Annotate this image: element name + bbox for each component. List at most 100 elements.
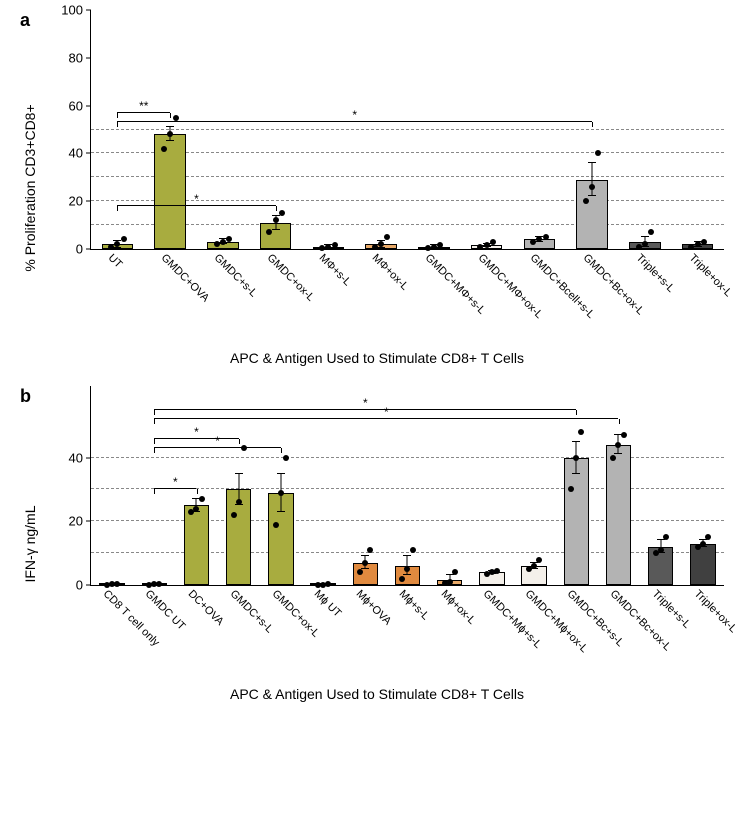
data-point xyxy=(663,534,669,540)
data-point xyxy=(636,244,642,250)
data-point xyxy=(695,241,701,247)
data-point xyxy=(536,557,542,563)
data-point xyxy=(437,242,443,248)
data-point xyxy=(273,217,279,223)
bar xyxy=(268,386,293,585)
figure: a % Proliferation CD3+CD8+ 020406080100U… xyxy=(10,10,744,702)
data-point xyxy=(568,486,574,492)
significance-drop xyxy=(154,419,155,424)
x-tick-label: UT xyxy=(106,252,125,271)
x-tick-label: Mϕ+OVA xyxy=(354,588,394,628)
significance-drop xyxy=(276,206,277,211)
data-point xyxy=(279,210,285,216)
error-cap xyxy=(403,574,411,575)
y-tick: 0 xyxy=(76,242,91,257)
data-point xyxy=(700,541,706,547)
data-point xyxy=(648,229,654,235)
y-tick-label: 20 xyxy=(69,194,83,209)
bar xyxy=(226,386,251,585)
significance-drop xyxy=(117,122,118,127)
y-tick-label: 100 xyxy=(61,3,83,18)
data-point xyxy=(536,236,542,242)
significance-drop xyxy=(281,448,282,453)
data-point xyxy=(114,581,120,587)
data-point xyxy=(108,244,114,250)
bar-rect xyxy=(564,458,589,585)
data-point xyxy=(319,245,325,251)
data-point xyxy=(573,455,579,461)
data-point xyxy=(214,241,220,247)
data-point xyxy=(404,566,410,572)
data-point xyxy=(705,534,711,540)
error-cap xyxy=(235,473,243,474)
y-tick: 60 xyxy=(69,98,91,113)
data-point xyxy=(658,547,664,553)
panel-a-label: a xyxy=(20,10,30,31)
significance-drop xyxy=(154,489,155,494)
data-point xyxy=(332,242,338,248)
data-point xyxy=(410,547,416,553)
significance-label: * xyxy=(194,425,199,439)
data-point xyxy=(621,432,627,438)
significance-label: ** xyxy=(139,99,148,113)
error-cap xyxy=(361,568,369,569)
x-tick-label: Mϕ+s-L xyxy=(396,588,431,623)
data-point xyxy=(484,242,490,248)
data-point xyxy=(325,581,331,587)
y-tick-mark xyxy=(86,57,91,58)
significance-label: * xyxy=(363,396,368,410)
data-point xyxy=(399,576,405,582)
bar-rect xyxy=(690,544,715,585)
significance-label: * xyxy=(173,475,178,489)
bar xyxy=(154,10,186,249)
bar xyxy=(629,10,661,249)
y-tick-label: 40 xyxy=(69,146,83,161)
y-tick-mark xyxy=(86,153,91,154)
x-tick-label: Triple+ox-L xyxy=(686,252,733,299)
data-point xyxy=(452,569,458,575)
data-point xyxy=(589,184,595,190)
data-point xyxy=(595,150,601,156)
bar xyxy=(260,10,292,249)
data-point xyxy=(283,455,289,461)
data-point xyxy=(236,499,242,505)
data-point xyxy=(578,429,584,435)
data-point xyxy=(490,239,496,245)
data-point xyxy=(378,241,384,247)
y-tick: 20 xyxy=(69,194,91,209)
x-tick-label: GMDC+OVA xyxy=(159,252,212,305)
y-tick-mark xyxy=(86,457,91,458)
bar xyxy=(682,10,714,249)
x-tick-label: Triple+ox-L xyxy=(692,588,739,635)
error-cap xyxy=(588,162,596,163)
data-point xyxy=(688,244,694,250)
data-point xyxy=(583,198,589,204)
significance-label: * xyxy=(215,434,220,448)
error-cap xyxy=(641,236,649,237)
error-cap xyxy=(277,473,285,474)
y-tick-label: 0 xyxy=(76,242,83,257)
bar-rect xyxy=(606,445,631,585)
x-tick-label: Triple+s-L xyxy=(649,588,692,631)
bar-rect xyxy=(184,505,209,585)
y-tick-label: 80 xyxy=(69,50,83,65)
data-point xyxy=(431,244,437,250)
significance-label: * xyxy=(194,192,199,206)
bar xyxy=(184,386,209,585)
data-point xyxy=(266,229,272,235)
x-tick-label: DC+OVA xyxy=(185,588,225,628)
significance-drop xyxy=(117,113,118,118)
y-tick: 40 xyxy=(69,450,91,465)
x-tick-label: GMDC+s-L xyxy=(227,588,275,636)
y-tick: 80 xyxy=(69,50,91,65)
panel-b-x-title: APC & Antigen Used to Stimulate CD8+ T C… xyxy=(10,686,744,702)
data-point xyxy=(220,239,226,245)
significance-label: * xyxy=(352,108,357,122)
data-point xyxy=(367,547,373,553)
bar xyxy=(310,386,335,585)
y-tick-label: 20 xyxy=(69,514,83,529)
error-cap xyxy=(403,555,411,556)
data-point xyxy=(161,146,167,152)
significance-drop xyxy=(197,489,198,494)
y-tick: 100 xyxy=(61,3,91,18)
